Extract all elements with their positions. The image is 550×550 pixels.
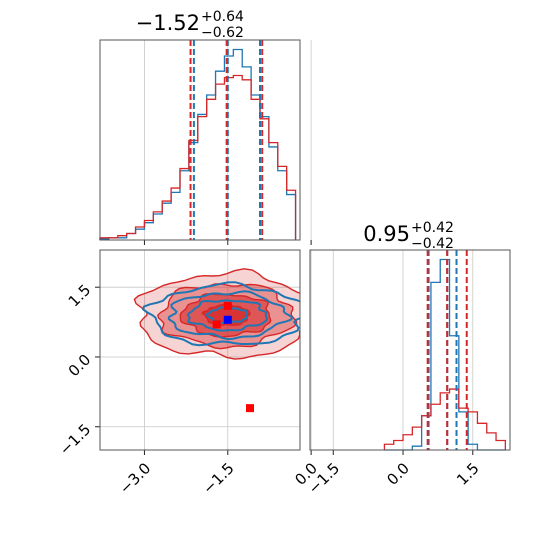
title-2-plus: +0.42 (411, 220, 454, 236)
title-1-plus: +0.64 (201, 9, 244, 25)
joint-ytick-label-1: 0.0 (65, 351, 95, 381)
top-hist-series-1 (99, 74, 297, 240)
joint-contours (133, 268, 300, 413)
right-hist-series-0 (384, 258, 506, 451)
right-frame (309, 249, 511, 451)
right-xtick-label-1: 0.0 (383, 459, 413, 489)
right-xtick-label-2: 1.5 (453, 459, 483, 489)
joint-panel: −3.0 −1.5 0.0−1.50.01.5 (56, 249, 321, 498)
marginal-param-2-panel: −1.5 0.0 1.5 (305, 249, 511, 498)
marginal-param-1-panel (99, 39, 312, 245)
title-param-1: −1.52 +0.64 −0.62 (136, 9, 244, 41)
title-2-minus: −0.42 (411, 236, 454, 252)
joint-marker-2 (212, 320, 221, 329)
contour-series-0-level-0 (141, 281, 300, 347)
contour-series-0-level-3 (205, 306, 249, 324)
contour-series-0-level-2 (186, 299, 269, 332)
top-hist-series-0 (99, 48, 297, 240)
title-2-value: 0.95 (363, 222, 410, 246)
contour-series-0-level-1 (167, 290, 294, 341)
joint-marker-3 (246, 404, 254, 413)
joint-ytick-label-2: 1.5 (65, 281, 95, 311)
right-hist-series-1 (383, 388, 506, 450)
joint-ytick-label-0: −1.5 (56, 420, 94, 458)
title-1-minus: −0.62 (201, 25, 244, 41)
joint-xtick-label-0: −3.0 (116, 459, 154, 497)
title-param-2: 0.95 +0.42 −0.42 (363, 220, 454, 252)
top-frame (99, 39, 301, 241)
joint-xtick-label-1: −1.5 (199, 459, 237, 497)
title-1-value: −1.52 (136, 11, 200, 35)
joint-marker-0 (223, 315, 232, 324)
joint-marker-1 (223, 301, 232, 310)
joint-frame (99, 249, 301, 451)
